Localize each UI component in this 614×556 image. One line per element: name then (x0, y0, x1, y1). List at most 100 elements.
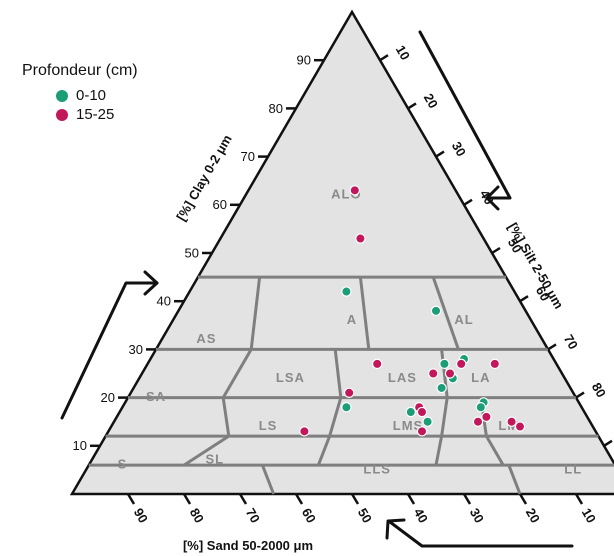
legend-swatch-15-25 (56, 108, 68, 121)
legend-item-0-10: 0-10 (22, 86, 138, 105)
silt-tick (575, 391, 585, 399)
data-point-15-25 (416, 426, 428, 437)
silt-tick (435, 150, 445, 158)
sand-tick (406, 493, 416, 505)
sand-tick (518, 493, 528, 505)
sand-tick-label: 20 (523, 505, 543, 525)
class-label-al: AL (454, 312, 473, 327)
class-boundary (440, 397, 449, 437)
sand-tick-label: 30 (467, 505, 487, 525)
silt-tick-label: 50 (505, 235, 525, 255)
class-boundary (221, 397, 231, 437)
data-point-15-25 (344, 387, 355, 398)
class-boundary (485, 435, 505, 466)
class-label-la: LA (471, 370, 490, 385)
class-label-as: AS (196, 331, 216, 346)
sand-tick (126, 493, 136, 505)
data-point-15-25 (514, 421, 526, 432)
silt-tick (463, 198, 473, 206)
legend-title: Profondeur (cm) (22, 62, 138, 79)
class-boundary (431, 276, 460, 350)
clay-tick-label: 10 (73, 438, 87, 453)
data-point-15-25 (416, 406, 428, 418)
data-point-15-25 (456, 358, 467, 370)
silt-tick-label: 30 (449, 139, 469, 159)
silt-tick-label: 20 (421, 91, 441, 111)
sand-tick-label: 10 (579, 505, 599, 525)
data-point-15-25 (489, 358, 500, 370)
data-point-0-10 (436, 382, 447, 394)
class-label-lls: LLS (363, 461, 391, 476)
sand-tick-label: 90 (131, 505, 151, 525)
data-point-15-25 (506, 416, 517, 427)
data-point-15-25 (349, 185, 360, 196)
silt-arrowhead (485, 185, 500, 211)
clay-direction-arrow (60, 281, 159, 420)
clay-tick-label: 50 (185, 245, 199, 260)
silt-tick-label: 80 (589, 380, 609, 400)
data-point-0-10 (422, 416, 433, 427)
class-boundary (261, 464, 275, 495)
class-label-lsa: LSA (276, 370, 305, 385)
class-boundary (249, 276, 262, 350)
sand-tick-label: 70 (243, 505, 263, 525)
class-label-sa: SA (146, 389, 166, 404)
data-point-15-25 (428, 368, 439, 379)
legend-swatch-0-10 (56, 89, 68, 102)
silt-tick (603, 439, 613, 447)
class-boundary (221, 348, 253, 399)
class-boundary (328, 397, 343, 437)
silt-tick (407, 102, 417, 110)
silt-tick-label: 10 (393, 43, 413, 63)
clay-tick-label: 70 (241, 149, 255, 164)
sand-tick-label: 80 (187, 505, 207, 525)
clay-tick-label: 40 (157, 294, 171, 309)
clay-tick-label: 60 (213, 197, 227, 212)
sand-tick (182, 493, 192, 505)
sand-tick (462, 493, 472, 505)
sand-tick-label: 60 (299, 505, 319, 525)
silt-direction-arrow (418, 30, 512, 200)
class-label-lms: LMS (393, 418, 423, 433)
silt-tick (491, 246, 501, 255)
sand-tick (574, 493, 584, 505)
class-boundary (183, 434, 230, 467)
class-boundary (333, 349, 343, 398)
clay-tick-label: 20 (101, 390, 115, 405)
data-point-15-25 (299, 426, 310, 437)
sand-tick (238, 493, 248, 505)
data-point-15-25 (472, 416, 484, 427)
data-point-15-25 (481, 411, 492, 423)
sand-tick (294, 493, 304, 505)
data-point-0-10 (475, 402, 486, 413)
clay-tick-label: 90 (297, 53, 311, 68)
silt-tick (547, 343, 557, 351)
class-label-ll: LL (564, 461, 582, 476)
clay-tick-label: 80 (269, 101, 283, 116)
class-label-ls: LS (259, 418, 278, 433)
class-label-las: LAS (388, 370, 417, 385)
sand-arrowhead (385, 518, 406, 540)
class-label-sl: SL (205, 452, 224, 467)
sand-axis-label: [%] Sand 50-2000 μm (183, 538, 313, 553)
class-label-a: A (347, 312, 357, 327)
class-boundary (507, 464, 522, 495)
silt-tick (379, 54, 389, 62)
data-point-0-10 (430, 305, 442, 317)
sand-tick (350, 493, 360, 505)
clay-tick-label: 30 (129, 342, 143, 357)
legend: Profondeur (cm) 0-10 15-25 (22, 62, 138, 124)
data-point-0-10 (341, 402, 352, 413)
class-boundary (434, 435, 444, 466)
data-point-0-10 (341, 286, 352, 297)
legend-label-15-25: 15-25 (76, 106, 115, 123)
data-point-15-25 (355, 233, 366, 244)
data-point-0-10 (405, 406, 416, 418)
legend-label-0-10: 0-10 (76, 87, 107, 104)
sand-tick-label: 40 (411, 505, 431, 525)
data-point-0-10 (439, 358, 450, 370)
class-boundary (317, 435, 331, 466)
silt-tick (519, 295, 529, 303)
sand-tick-label: 50 (355, 505, 375, 525)
